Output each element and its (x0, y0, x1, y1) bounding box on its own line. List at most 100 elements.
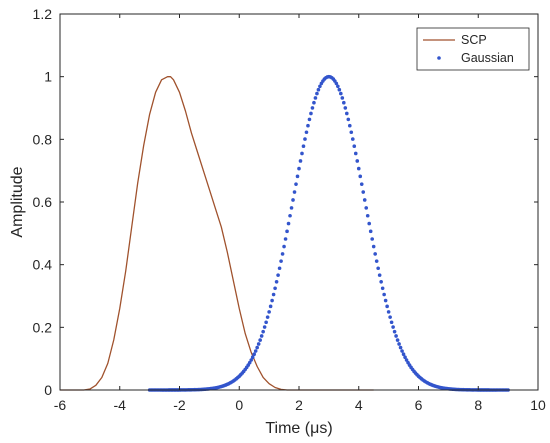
gaussian-data-point (267, 310, 271, 314)
x-tick-label: 0 (235, 397, 243, 413)
x-tick-label: -6 (54, 397, 67, 413)
gaussian-data-point (279, 259, 283, 263)
gaussian-data-point (288, 213, 292, 218)
gaussian-data-point (315, 91, 319, 96)
x-tick-label: 4 (355, 397, 363, 413)
y-axis-label: Amplitude (9, 166, 26, 237)
y-tick-label: 0.2 (33, 319, 53, 335)
gaussian-data-point (370, 237, 374, 241)
gaussian-data-point (340, 96, 345, 100)
gaussian-data-point (289, 206, 294, 210)
gaussian-data-point (273, 286, 277, 291)
gaussian-data-point (355, 159, 360, 163)
axis-ticks: -6 -4 -2 0 2 4 6 8 10 0 0.2 0.4 0.6 0.8 1 1.2 (33, 6, 546, 413)
gaussian-data-point (247, 360, 252, 365)
gaussian-data-point (310, 106, 315, 110)
y-tick-label: 0.4 (33, 257, 53, 273)
gaussian-data-point (265, 315, 270, 319)
gaussian-data-point (258, 338, 262, 342)
gaussian-data-point (374, 259, 379, 263)
gaussian-data-point (255, 345, 259, 350)
gaussian-data-point (349, 130, 354, 135)
gaussian-data-point (346, 117, 351, 122)
gaussian-data-point (313, 96, 318, 100)
gaussian-data-point (252, 352, 256, 357)
gaussian-data-point (394, 334, 398, 338)
gaussian-data-point (377, 273, 382, 277)
gaussian-data-point (262, 325, 267, 329)
gaussian-data-point (352, 144, 357, 148)
gaussian-data-point (350, 137, 355, 141)
gaussian-data-point (371, 244, 376, 249)
gaussian-data-point (282, 244, 286, 249)
gaussian-data-point (379, 280, 383, 284)
gaussian-data-point (286, 221, 291, 226)
gaussian-data-point (268, 304, 273, 309)
gaussian-data-point (292, 190, 297, 194)
gaussian-data-point (368, 229, 373, 234)
gaussian-data-point (250, 355, 255, 360)
gaussian-data-point (316, 87, 321, 92)
gaussian-data-point (342, 100, 346, 105)
gaussian-data-point (376, 266, 380, 271)
gaussian-data-point (312, 100, 316, 105)
gaussian-data-point (365, 213, 370, 218)
gaussian-data-point (249, 358, 253, 362)
gaussian-data-point (353, 151, 358, 156)
gaussian-data-point (274, 280, 279, 284)
gaussian-data-point (339, 91, 343, 96)
gaussian-data-point (297, 166, 301, 171)
gaussian-data-point (395, 338, 400, 342)
legend: SCP Gaussian (416, 27, 530, 71)
gaussian-data-point (307, 117, 312, 122)
gaussian-data-point (386, 310, 391, 314)
gaussian-data-point (347, 123, 352, 128)
gaussian-data-point (364, 206, 369, 210)
legend-entry-scp: SCP (461, 33, 487, 47)
gaussian-data-point (261, 329, 265, 334)
gaussian-data-point (356, 166, 361, 171)
gaussian-data-point (383, 298, 388, 303)
gaussian-data-point (401, 352, 406, 357)
gaussian-data-point (359, 182, 364, 186)
y-tick-label: 0.6 (33, 194, 53, 210)
gaussian-data-point (264, 320, 268, 325)
gaussian-data-point (253, 349, 258, 353)
x-tick-label: -2 (173, 397, 186, 413)
gaussian-data-point (380, 286, 385, 291)
gaussian-data-point (277, 266, 282, 271)
gaussian-data-point (259, 334, 264, 338)
gaussian-data-point (345, 111, 349, 116)
gaussian-data-point (309, 111, 313, 116)
gaussian-data-point (361, 190, 366, 194)
gaussian-data-point (256, 342, 261, 346)
legend-entry-gaussian: Gaussian (461, 51, 514, 65)
gaussian-data-point (285, 229, 289, 234)
gaussian-data-point (306, 123, 310, 128)
x-tick-label: 10 (530, 397, 546, 413)
gaussian-data-point (391, 325, 395, 329)
gaussian-data-point (336, 84, 340, 89)
gaussian-data-point (270, 298, 274, 303)
gaussian-data-point (294, 182, 298, 186)
gaussian-data-point (334, 81, 339, 86)
gaussian-data-point (271, 292, 276, 297)
x-tick-label: 8 (474, 397, 482, 413)
legend-gaussian-dot-sample (437, 56, 441, 60)
gaussian-data-point (403, 355, 407, 360)
gaussian-data-point (304, 130, 309, 135)
gaussian-data-point (318, 84, 322, 89)
gaussian-data-point (367, 221, 372, 226)
gaussian-data-point (358, 174, 363, 179)
legend-box (416, 27, 530, 71)
gaussian-data-point (337, 87, 342, 92)
gaussian-data-point (300, 151, 304, 156)
y-tick-label: 1.2 (33, 6, 53, 22)
gaussian-data-point (303, 137, 307, 141)
y-tick-label: 0 (44, 382, 52, 398)
gaussian-data-point (291, 198, 295, 202)
gaussian-data-point (398, 345, 403, 350)
gaussian-data-point (276, 273, 280, 277)
